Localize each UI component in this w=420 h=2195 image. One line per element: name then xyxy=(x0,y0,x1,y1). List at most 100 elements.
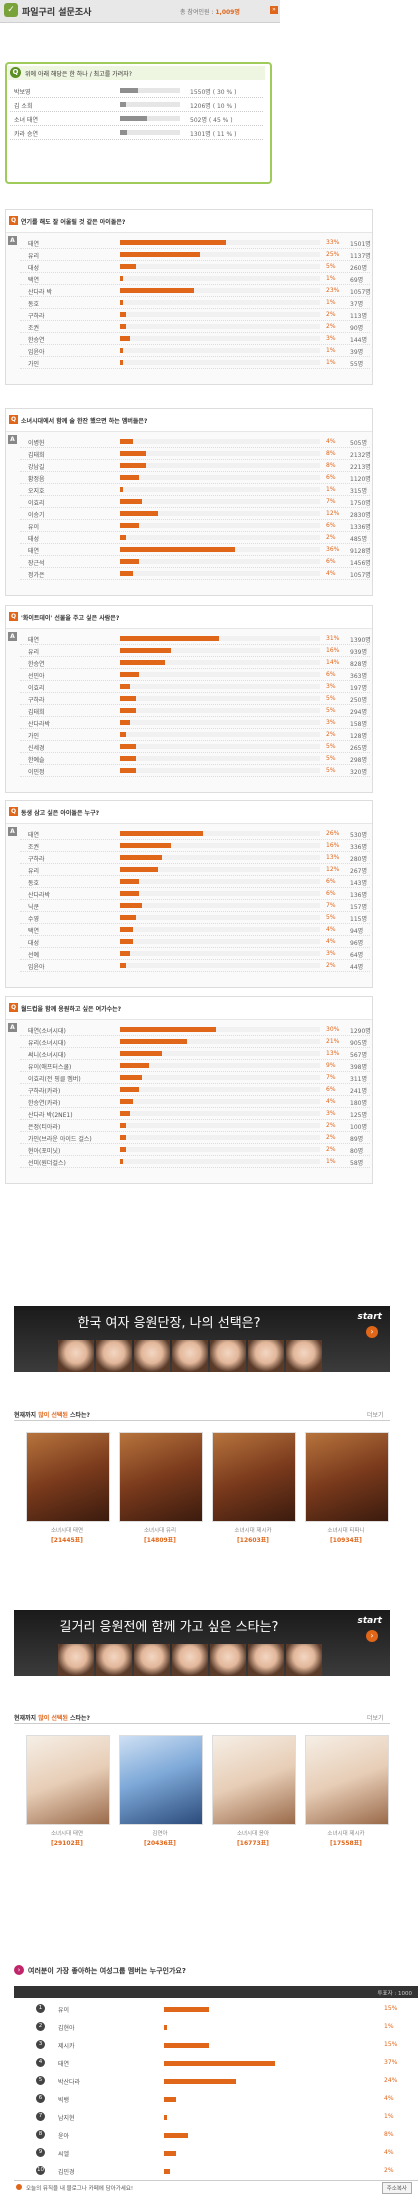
poll-row[interactable]: 이효리 3% 197명 xyxy=(20,680,370,693)
poll-row[interactable]: 산다라박 6% 136명 xyxy=(20,887,370,900)
poll-row[interactable]: 이민정 5% 320명 xyxy=(20,764,370,777)
poll-row[interactable]: 임윤아 1% 39명 xyxy=(20,344,370,357)
street-cheer-banner[interactable]: 길거리 응원전에 함께 가고 싶은 스타는? start › xyxy=(14,1610,390,1676)
star-photo[interactable] xyxy=(212,1735,296,1825)
poll-row[interactable]: 김태희 8% 2132명 xyxy=(20,447,371,460)
star-photo[interactable] xyxy=(26,1432,110,1522)
participant-count-value: 1,009명 xyxy=(215,9,240,16)
quick-poll-row[interactable]: 소녀 태연 502명 ( 45 % ) xyxy=(10,112,263,126)
ranking-row[interactable]: 9 씨엘 4% xyxy=(14,2144,418,2163)
ranking-row[interactable]: 5 박산다라 24% xyxy=(14,2072,418,2091)
poll-row[interactable]: 산다라박 3% 158명 xyxy=(20,716,370,729)
poll-row[interactable]: 가인 2% 128명 xyxy=(20,728,370,741)
poll-row[interactable]: 태연(소녀시대) 30% 1290명 xyxy=(20,1023,371,1036)
star-photo[interactable] xyxy=(305,1432,389,1522)
more-link[interactable]: 더보기 xyxy=(367,1412,384,1419)
poll-row[interactable]: 정가은 4% 1057명 xyxy=(20,567,371,580)
poll-row[interactable]: 은정(티아라) 2% 100명 xyxy=(20,1119,370,1132)
poll-row[interactable]: 유이(애프터스쿨) 9% 398명 xyxy=(20,1059,370,1072)
poll-row[interactable]: 임윤아 2% 44명 xyxy=(20,959,370,972)
quick-poll-row[interactable]: 카라 승연 1301명 ( 11 % ) xyxy=(10,126,263,140)
option-name: 이효리 xyxy=(28,500,45,507)
poll-row[interactable]: 수영 5% 115명 xyxy=(20,911,370,924)
poll-section: Q '화이트데이' 선물을 주고 싶은 사람은? A 태연 31% 1390명 유리 16% 9… xyxy=(5,605,373,793)
vote-count: 336명 xyxy=(350,844,367,851)
vote-percent: 8% xyxy=(384,2131,394,2138)
poll-row[interactable]: 대성 5% 260명 xyxy=(20,260,370,273)
poll-row[interactable]: 황정음 6% 1120명 xyxy=(20,471,371,484)
poll-row[interactable]: 유리 25% 1137명 xyxy=(20,248,371,261)
rank-number: 5 xyxy=(36,2076,45,2085)
star-photo[interactable] xyxy=(305,1735,389,1825)
star-photo[interactable] xyxy=(26,1735,110,1825)
poll-row[interactable]: 한예슬 5% 298명 xyxy=(20,752,370,765)
poll-row[interactable]: 현아(포미닛) 2% 80명 xyxy=(20,1143,370,1156)
poll-row[interactable]: 조권 2% 90명 xyxy=(20,320,370,333)
copy-address-button[interactable]: 주소복사 xyxy=(381,2182,412,2194)
bar-track xyxy=(120,451,320,456)
poll-row[interactable]: 선예 3% 64명 xyxy=(20,947,370,960)
poll-row[interactable]: 구하라 2% 113명 xyxy=(20,308,370,321)
poll-row[interactable]: 동호 1% 37명 xyxy=(20,296,370,309)
poll-row[interactable]: 산다라 박 23% 1057명 xyxy=(20,284,371,297)
poll-row[interactable]: 선미(원더걸스) 1% 58명 xyxy=(20,1155,370,1168)
poll-row[interactable]: 오지호 1% 315명 xyxy=(20,483,370,496)
poll-row[interactable]: 이병헌 4% 505명 xyxy=(20,435,370,448)
cheer-leader-banner[interactable]: 한국 여자 응원단장, 나의 선택은? start › xyxy=(14,1306,390,1372)
star-thumbnail xyxy=(210,1340,246,1372)
vote-percent: 4% xyxy=(326,938,336,945)
poll-row[interactable]: 써니(소녀시대) 13% 567명 xyxy=(20,1047,370,1060)
poll-row[interactable]: 닉쿤 7% 157명 xyxy=(20,899,370,912)
poll-row[interactable]: 태연 26% 530명 xyxy=(20,827,370,840)
poll-row[interactable]: 선민아 6% 363명 xyxy=(20,668,370,681)
ranking-row[interactable]: 2 김현아 1% xyxy=(14,2018,418,2037)
poll-row[interactable]: 태연 36% 9128명 xyxy=(20,543,371,556)
star-photo[interactable] xyxy=(119,1432,203,1522)
poll-row[interactable]: 태성 2% 485명 xyxy=(20,531,370,544)
more-button[interactable]: » xyxy=(270,6,278,14)
vote-bar xyxy=(120,843,171,848)
poll-row[interactable]: 유리 12% 267명 xyxy=(20,863,370,876)
poll-row[interactable]: 이승기 12% 2830명 xyxy=(20,507,371,520)
poll-row[interactable]: 김태희 5% 294명 xyxy=(20,704,370,717)
poll-row[interactable]: 택연 4% 94명 xyxy=(20,923,370,936)
poll-row[interactable]: 한승연 14% 828명 xyxy=(20,656,370,669)
quick-poll-row[interactable]: 박보영 1550명 ( 30 % ) xyxy=(10,84,263,98)
poll-row[interactable]: 강남길 8% 2213명 xyxy=(20,459,371,472)
poll-row[interactable]: 유이 6% 1336명 xyxy=(20,519,371,532)
ranking-row[interactable]: 10 김민경 2% xyxy=(14,2162,418,2181)
ranking-row[interactable]: 4 태연 37% xyxy=(14,2054,418,2073)
poll-row[interactable]: 이효리 7% 1750명 xyxy=(20,495,371,508)
poll-row[interactable]: 택연 1% 69명 xyxy=(20,272,370,285)
poll-row[interactable]: 가인(브라운 아이드 걸스) 2% 89명 xyxy=(20,1131,370,1144)
poll-row[interactable]: 대성 4% 96명 xyxy=(20,935,370,948)
option-name: 현아(포미닛) xyxy=(28,1148,61,1155)
poll-row[interactable]: 한승연(카라) 4% 180명 xyxy=(20,1095,370,1108)
arrow-right-icon[interactable]: › xyxy=(366,1630,378,1642)
poll-row[interactable]: 조권 16% 336명 xyxy=(20,839,370,852)
poll-row[interactable]: 동호 6% 143명 xyxy=(20,875,370,888)
poll-row[interactable]: 한승연 3% 144명 xyxy=(20,332,370,345)
ranking-row[interactable]: 3 제시카 15% xyxy=(14,2036,418,2055)
arrow-right-icon[interactable]: › xyxy=(366,1326,378,1338)
poll-row[interactable]: 이효리(전 핑클 멤버) 7% 311명 xyxy=(20,1071,370,1084)
more-link[interactable]: 더보기 xyxy=(367,1715,384,1722)
poll-row[interactable]: 유리(소녀시대) 21% 905명 xyxy=(20,1035,370,1048)
ranking-row[interactable]: 8 윤아 8% xyxy=(14,2126,418,2145)
poll-row[interactable]: 산다라 박(2NE1) 3% 125명 xyxy=(20,1107,370,1120)
poll-row[interactable]: 태연 33% 1501명 xyxy=(20,236,371,249)
ranking-row[interactable]: 6 빅뱅 4% xyxy=(14,2090,418,2109)
poll-row[interactable]: 유리 16% 939명 xyxy=(20,644,370,657)
poll-row[interactable]: 가인 1% 55명 xyxy=(20,356,370,369)
poll-row[interactable]: 구하라 5% 250명 xyxy=(20,692,370,705)
quick-poll-row[interactable]: 김 소희 1206명 ( 10 % ) xyxy=(10,98,263,112)
star-photo[interactable] xyxy=(119,1735,203,1825)
poll-row[interactable]: 신세경 5% 265명 xyxy=(20,740,370,753)
poll-row[interactable]: 장근석 6% 1456명 xyxy=(20,555,371,568)
poll-row[interactable]: 태연 31% 1390명 xyxy=(20,632,371,645)
ranking-row[interactable]: 7 남지현 1% xyxy=(14,2108,418,2127)
ranking-row[interactable]: 1 유이 15% xyxy=(14,2000,418,2019)
poll-row[interactable]: 구하라(카라) 6% 241명 xyxy=(20,1083,370,1096)
star-photo[interactable] xyxy=(212,1432,296,1522)
poll-row[interactable]: 구하라 13% 280명 xyxy=(20,851,370,864)
